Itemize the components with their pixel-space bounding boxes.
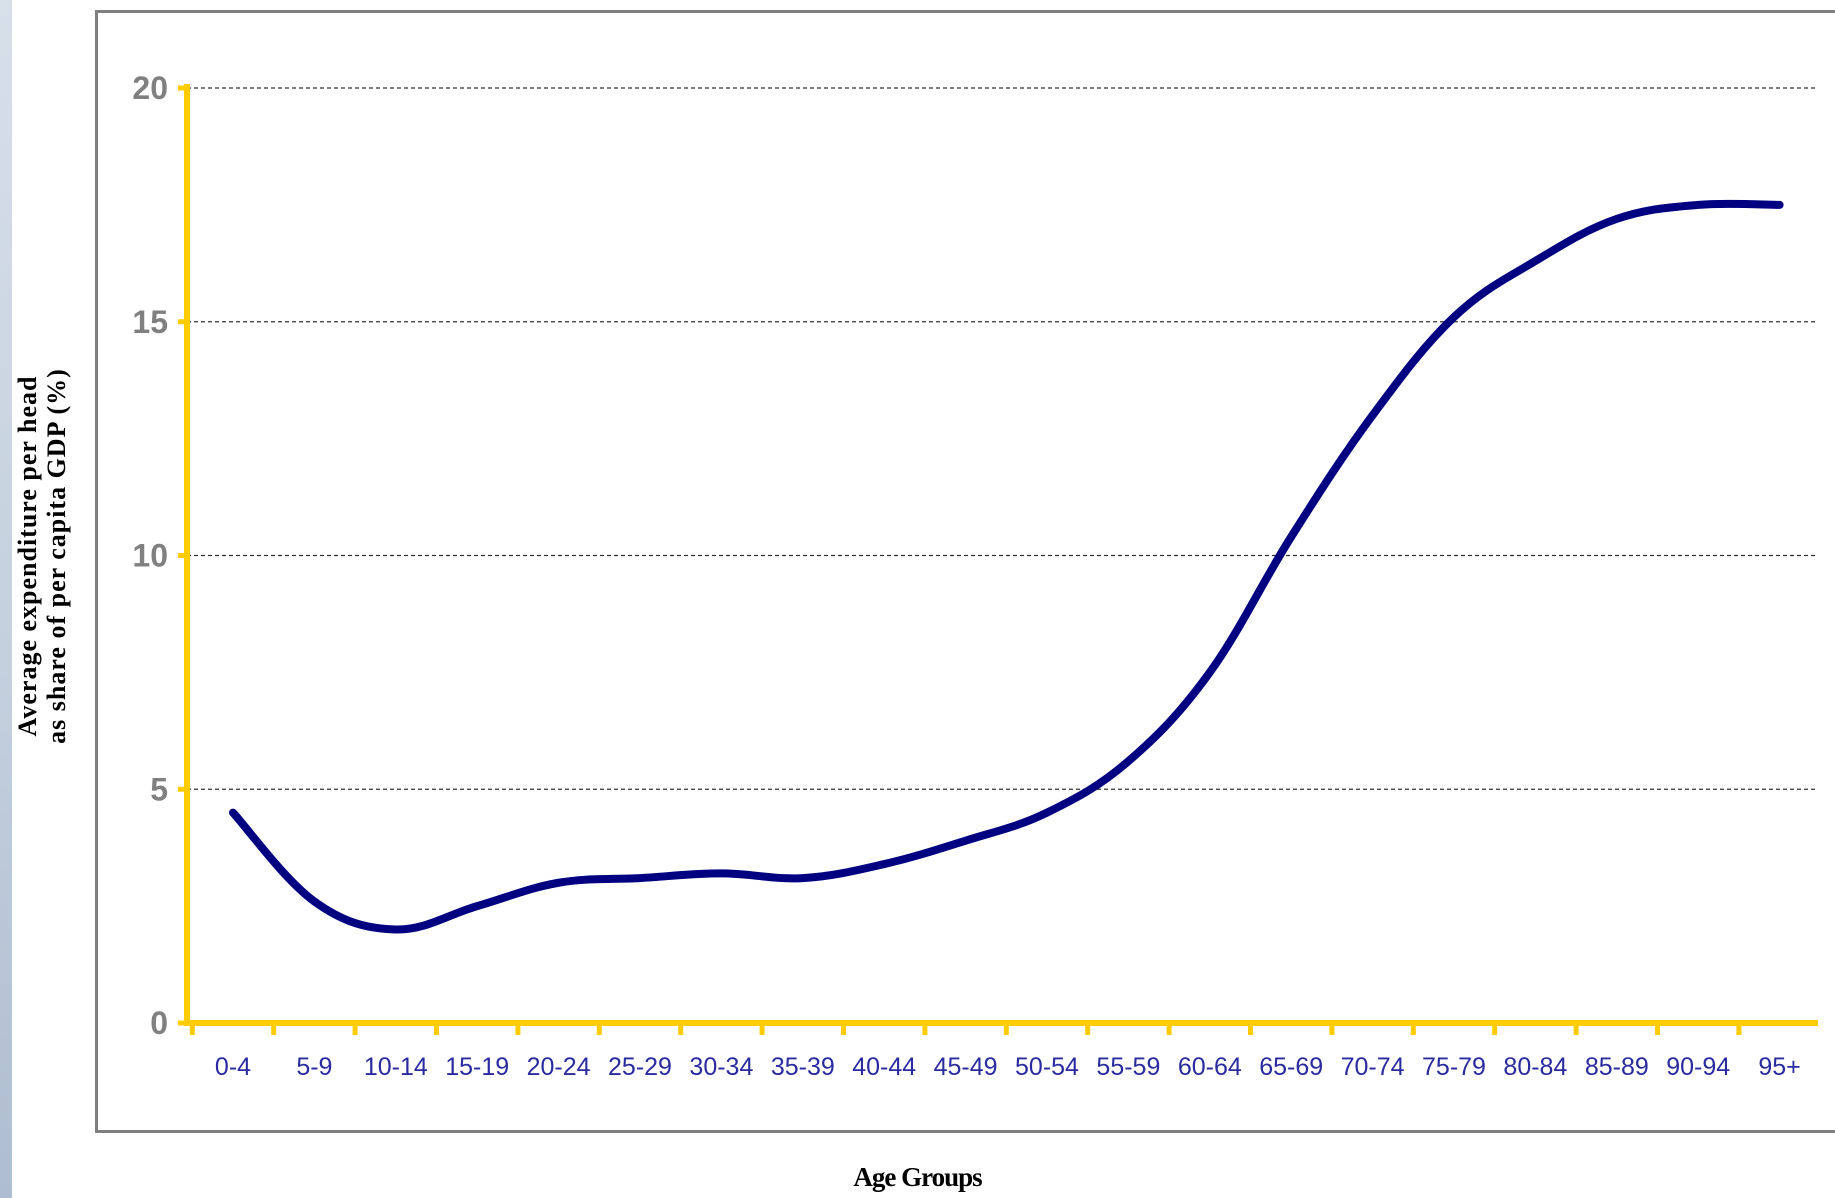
- data-point: [1209, 671, 1211, 673]
- data-point: [313, 900, 315, 902]
- data-point: [558, 882, 560, 884]
- data-point: [720, 872, 722, 874]
- x-tick-label: 50-54: [1015, 1053, 1079, 1081]
- y-tick-label: 0: [150, 1005, 168, 1041]
- x-tick-label: 60-64: [1178, 1053, 1242, 1081]
- data-point: [1616, 218, 1618, 220]
- y-axis-title-text: Average expenditure per head as share of…: [13, 368, 71, 744]
- x-tick-label: 90-94: [1666, 1053, 1730, 1081]
- x-tick-label: 40-44: [852, 1053, 916, 1081]
- series-line: [229, 199, 1784, 934]
- x-tick-label: 85-89: [1585, 1053, 1649, 1081]
- data-point: [1779, 204, 1781, 206]
- chart-frame: [95, 10, 1835, 1133]
- y-tick-label: 15: [132, 304, 168, 340]
- background-strip: [0, 0, 12, 1198]
- y-tick-labels: 0 5 10 15 20: [132, 70, 168, 1041]
- x-tick-label: 10-14: [364, 1053, 428, 1081]
- data-point: [1046, 812, 1048, 814]
- data-point: [1697, 204, 1699, 206]
- data-point: [232, 812, 234, 814]
- x-tick-label: 30-34: [689, 1053, 753, 1081]
- y-tick-label: 5: [150, 771, 168, 807]
- gridlines: [187, 87, 1818, 790]
- x-tick-label: 25-29: [608, 1053, 672, 1081]
- x-tick-label: 70-74: [1341, 1053, 1405, 1081]
- y-tick-label: 10: [132, 538, 168, 574]
- data-point: [965, 840, 967, 842]
- data-point: [1453, 316, 1455, 318]
- data-point: [1127, 760, 1129, 762]
- x-tick-label: 0-4: [215, 1053, 251, 1081]
- x-tick-label: 95+: [1758, 1053, 1800, 1081]
- x-tick-label: 80-84: [1503, 1053, 1567, 1081]
- y-tick-label: 20: [132, 70, 168, 106]
- x-tick-label: 5-9: [296, 1053, 332, 1081]
- data-point: [1372, 414, 1374, 416]
- data-point: [639, 877, 641, 879]
- x-tick-label: 35-39: [771, 1053, 835, 1081]
- x-tick-label: 45-49: [934, 1053, 998, 1081]
- x-tick-label: 65-69: [1259, 1053, 1323, 1081]
- data-point: [476, 905, 478, 907]
- data-point: [883, 863, 885, 865]
- x-tick-labels: 0-4 5-9 10-14 15-19 20-24 25-29 30-34 35-39 40-4…: [215, 1053, 1801, 1081]
- x-axis-title: Age Groups: [853, 1162, 982, 1192]
- data-point: [802, 877, 804, 879]
- x-tick-label: 55-59: [1096, 1053, 1160, 1081]
- series-layer: [229, 199, 1784, 934]
- x-tick-label: 20-24: [527, 1053, 591, 1081]
- x-tick-label: 15-19: [445, 1053, 509, 1081]
- data-point: [1534, 260, 1536, 262]
- axes: [178, 84, 1818, 1035]
- x-tick-label: 75-79: [1422, 1053, 1486, 1081]
- data-point: [1290, 536, 1292, 538]
- data-point: [395, 929, 397, 930]
